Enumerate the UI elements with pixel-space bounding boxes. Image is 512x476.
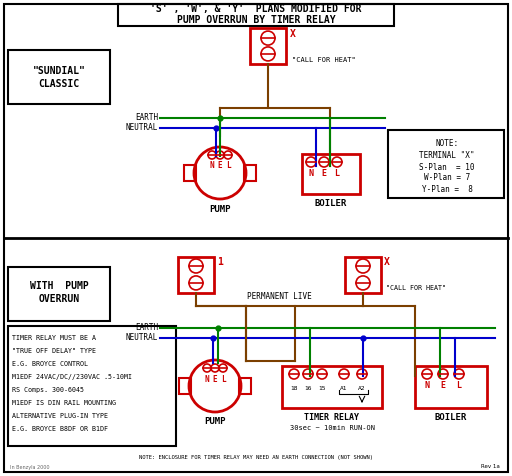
Text: NEUTRAL: NEUTRAL	[125, 123, 158, 132]
Bar	[179, 378, 191, 394]
Text: A2: A2	[358, 386, 366, 390]
Text: BOILER: BOILER	[435, 414, 467, 423]
Bar	[415, 366, 487, 408]
Text: E: E	[218, 161, 222, 170]
Text: E: E	[322, 169, 327, 178]
Text: M1EDF IS DIN RAIL MOUNTING: M1EDF IS DIN RAIL MOUNTING	[12, 400, 116, 406]
Text: N: N	[205, 375, 209, 384]
Text: PUMP OVERRUN BY TIMER RELAY: PUMP OVERRUN BY TIMER RELAY	[177, 15, 335, 25]
Text: EARTH: EARTH	[135, 113, 158, 122]
Text: PERMANENT LIVE: PERMANENT LIVE	[247, 292, 311, 301]
Bar	[302, 154, 360, 194]
Text: M1EDF 24VAC/DC//230VAC .5-10MI: M1EDF 24VAC/DC//230VAC .5-10MI	[12, 374, 132, 380]
Text: Y-Plan =  8: Y-Plan = 8	[421, 185, 473, 194]
Text: N: N	[210, 161, 215, 170]
Text: E.G. BROYCE B8DF OR B1DF: E.G. BROYCE B8DF OR B1DF	[12, 426, 108, 432]
Text: EARTH: EARTH	[135, 324, 158, 333]
Text: 16: 16	[304, 386, 312, 390]
Text: A1: A1	[340, 386, 348, 390]
Text: Rev 1a: Rev 1a	[481, 465, 500, 469]
Bar	[118, 4, 394, 26]
Text: L: L	[457, 381, 461, 390]
Text: 18: 18	[290, 386, 298, 390]
Bar	[388, 130, 504, 198]
Text: CLASSIC: CLASSIC	[38, 79, 79, 89]
Text: "TRUE OFF DELAY" TYPE: "TRUE OFF DELAY" TYPE	[12, 348, 96, 354]
Text: OVERRUN: OVERRUN	[38, 294, 79, 304]
Bar	[244, 165, 256, 181]
Text: 30sec ~ 10min RUN-ON: 30sec ~ 10min RUN-ON	[289, 425, 374, 431]
Text: TIMER RELAY MUST BE A: TIMER RELAY MUST BE A	[12, 335, 96, 341]
Text: X: X	[290, 29, 296, 39]
Bar	[8, 267, 110, 321]
Text: In Benzyla 2000: In Benzyla 2000	[10, 465, 50, 469]
Text: E.G. BROYCE CONTROL: E.G. BROYCE CONTROL	[12, 361, 88, 367]
Text: 1: 1	[217, 257, 223, 267]
Text: NEUTRAL: NEUTRAL	[125, 334, 158, 343]
Text: NOTE:: NOTE:	[435, 139, 459, 148]
Text: ALTERNATIVE PLUG-IN TYPE: ALTERNATIVE PLUG-IN TYPE	[12, 413, 108, 419]
Text: PUMP: PUMP	[204, 417, 226, 426]
Text: PUMP: PUMP	[209, 205, 231, 214]
Text: E: E	[212, 375, 217, 384]
Text: TIMER RELAY: TIMER RELAY	[305, 414, 359, 423]
Bar	[239, 378, 251, 394]
Bar	[345, 257, 381, 293]
Text: "CALL FOR HEAT": "CALL FOR HEAT"	[292, 57, 356, 63]
Text: L: L	[221, 375, 225, 384]
Text: BOILER: BOILER	[315, 199, 347, 208]
Text: N: N	[309, 169, 313, 178]
Bar	[8, 326, 176, 446]
Text: TERMINAL "X": TERMINAL "X"	[419, 150, 475, 159]
Bar	[184, 165, 196, 181]
Text: L: L	[334, 169, 339, 178]
Text: "CALL FOR HEAT": "CALL FOR HEAT"	[386, 285, 446, 291]
Text: N: N	[424, 381, 430, 390]
Text: W-Plan = 7: W-Plan = 7	[424, 173, 470, 182]
Text: 'S' , 'W', & 'Y'  PLANS MODIFIED FOR: 'S' , 'W', & 'Y' PLANS MODIFIED FOR	[150, 4, 362, 14]
Text: S-Plan  = 10: S-Plan = 10	[419, 162, 475, 171]
Text: NOTE: ENCLOSURE FOR TIMER RELAY MAY NEED AN EARTH CONNECTION (NOT SHOWN): NOTE: ENCLOSURE FOR TIMER RELAY MAY NEED…	[139, 456, 373, 460]
Text: L: L	[226, 161, 230, 170]
Bar	[282, 366, 382, 408]
Text: X: X	[384, 257, 390, 267]
Text: E: E	[440, 381, 445, 390]
Text: RS Comps. 300-6045: RS Comps. 300-6045	[12, 387, 84, 393]
Text: 15: 15	[318, 386, 326, 390]
Bar	[250, 28, 286, 64]
Text: "SUNDIAL": "SUNDIAL"	[33, 66, 86, 76]
Bar	[8, 50, 110, 104]
Bar	[178, 257, 214, 293]
Text: WITH  PUMP: WITH PUMP	[30, 281, 89, 291]
